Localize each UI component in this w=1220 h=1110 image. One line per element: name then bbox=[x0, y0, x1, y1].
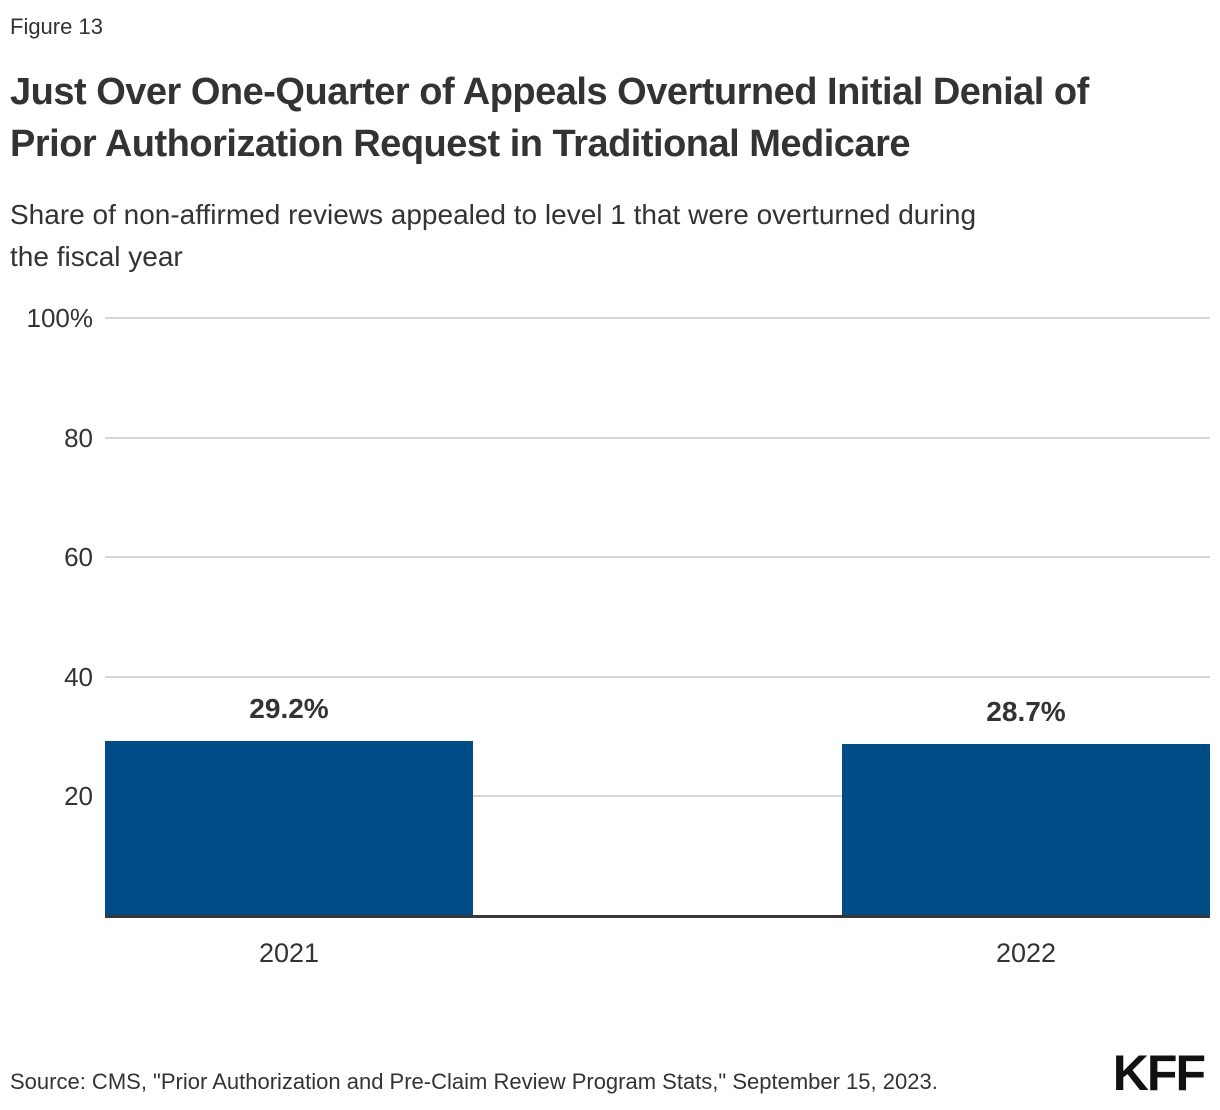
y-gridline bbox=[105, 675, 1210, 678]
y-gridline bbox=[105, 317, 1210, 319]
x-axis-category-label: 2021 bbox=[258, 938, 320, 968]
source-note: Source: CMS, "Prior Authorization and Pr… bbox=[10, 1069, 938, 1094]
bar-value-label: 28.7% bbox=[986, 696, 1066, 728]
x-axis-category-label: 2022 bbox=[995, 938, 1057, 968]
bar-value-label: 29.2% bbox=[249, 693, 329, 725]
bar bbox=[842, 744, 1210, 916]
kff-logo: KFF bbox=[1112, 1045, 1206, 1101]
bar bbox=[105, 741, 473, 916]
y-gridline bbox=[105, 436, 1210, 439]
y-gridline bbox=[105, 556, 1210, 559]
y-axis-tick-label: 80 bbox=[64, 422, 93, 453]
figure-label: Figure 13 bbox=[10, 14, 103, 39]
chart-title: Just Over One-Quarter of Appeals Overtur… bbox=[10, 71, 1089, 165]
x-axis-line bbox=[105, 915, 1210, 918]
y-axis-tick-label: 60 bbox=[64, 542, 93, 573]
y-axis-tick-label: 100% bbox=[26, 303, 94, 333]
y-axis-tick-label: 20 bbox=[64, 781, 93, 812]
y-gridline bbox=[105, 795, 1210, 798]
chart-subtitle: Share of non-affirmed reviews appealed t… bbox=[10, 199, 977, 272]
y-axis-tick-label: 40 bbox=[64, 661, 93, 692]
